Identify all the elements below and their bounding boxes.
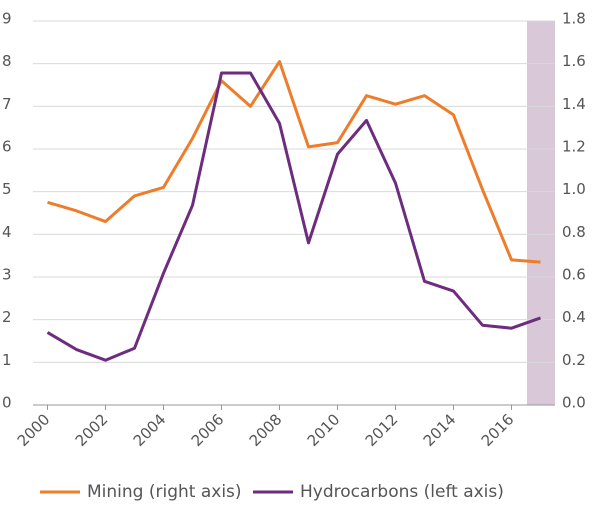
y-tick-label: 8 <box>2 52 12 70</box>
legend-label: Hydrocarbons (left axis) <box>300 482 504 502</box>
x-tick-label: 2010 <box>304 410 344 450</box>
x-tick-label: 2016 <box>478 410 518 450</box>
y-tick-label: 7 <box>2 95 12 113</box>
y-tick-label: 9 <box>2 10 12 28</box>
x-tick-label: 2004 <box>130 410 170 450</box>
y2-tick-label: 1.8 <box>562 10 586 28</box>
y-tick-label: 6 <box>2 138 12 156</box>
y2-tick-label: 0.4 <box>562 308 586 326</box>
x-tick-label: 2002 <box>72 410 112 450</box>
y2-tick-label: 0.0 <box>562 394 586 412</box>
y-tick-label: 5 <box>2 180 12 198</box>
y2-tick-label: 0.2 <box>562 351 586 369</box>
y2-tick-label: 1.6 <box>562 52 586 70</box>
projection-band <box>527 21 555 405</box>
y2-tick-label: 1.4 <box>562 95 586 113</box>
y-tick-label: 1 <box>2 351 12 369</box>
legend-label: Mining (right axis) <box>87 482 242 502</box>
y-tick-label: 3 <box>2 266 12 284</box>
series-line <box>46 71 541 362</box>
y-tick-label: 4 <box>2 223 12 241</box>
y2-tick-label: 0.8 <box>562 223 586 241</box>
y2-tick-label: 1.2 <box>562 138 586 156</box>
y2-tick-label: 0.6 <box>562 266 586 284</box>
y2-tick-label: 1.0 <box>562 180 586 198</box>
x-tick-label: 2008 <box>246 410 286 450</box>
x-tick-label: 2012 <box>362 410 402 450</box>
y-tick-label: 2 <box>2 308 12 326</box>
x-tick-label: 2014 <box>420 410 460 450</box>
series-line <box>47 60 541 264</box>
y-tick-label: 0 <box>2 394 12 412</box>
x-tick-label: 2000 <box>14 410 54 450</box>
x-tick-label: 2006 <box>188 410 228 450</box>
